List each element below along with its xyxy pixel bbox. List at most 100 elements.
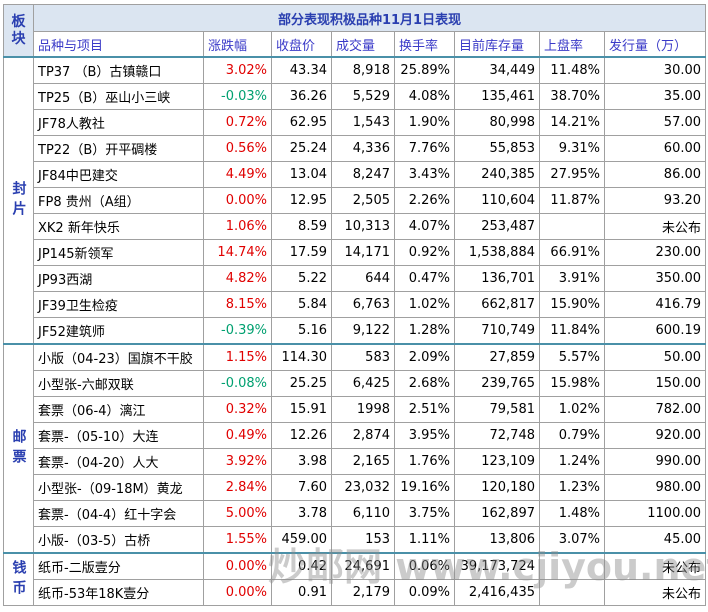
column-header: 换手率: [394, 31, 455, 58]
cell: 24,691: [331, 552, 395, 580]
cell: 15.90%: [539, 291, 605, 318]
data-row: 套票-（04-20）人大 3.92% 3.98 2,165 1.76% 123,109 1.…: [4, 448, 707, 475]
cell: 600.19: [603, 317, 707, 345]
cell: 86.00: [603, 161, 707, 188]
cell: [539, 213, 605, 240]
cell: 416.79: [603, 291, 707, 318]
cell: 0.00%: [203, 579, 272, 606]
cell: 153: [331, 526, 395, 554]
column-header: 收盘价: [271, 31, 332, 58]
cell: 0.42: [271, 552, 332, 580]
cell: -0.08%: [203, 370, 272, 397]
cell: 120,180: [454, 474, 540, 501]
cell: 43.34: [271, 56, 332, 84]
cell: 0.49%: [203, 422, 272, 449]
cell: 未公布: [603, 552, 707, 580]
cell: 8.59: [271, 213, 332, 240]
cell: 1100.00: [603, 500, 707, 527]
title-row: 板块 部分表现积极品种11月1日表现: [3, 4, 707, 58]
cell: 2,416,435: [454, 579, 540, 606]
cell: 5.16: [271, 317, 332, 345]
item-name: 小版（04-23）国旗不干胶: [33, 343, 204, 371]
cell: 55,853: [454, 135, 540, 162]
cell: 0.79%: [539, 422, 605, 449]
item-name: JF84中巴建交: [33, 161, 204, 188]
cell: 459.00: [271, 526, 332, 554]
cell: 60.00: [603, 135, 707, 162]
cell: 未公布: [603, 213, 707, 240]
cell: 14,171: [331, 239, 395, 266]
cell: 23,032: [331, 474, 395, 501]
item-name: JP93西湖: [33, 265, 204, 292]
cell: 12.26: [271, 422, 332, 449]
cell: 0.91: [271, 579, 332, 606]
item-name: JF52建筑师: [33, 317, 204, 345]
cell: 3.75%: [394, 500, 455, 527]
column-header: 目前库存量: [454, 31, 540, 58]
cell: 1.28%: [394, 317, 455, 345]
cell: 990.00: [603, 448, 707, 475]
cell: 38.70%: [539, 83, 605, 110]
cell: 4,336: [331, 135, 395, 162]
cell: 920.00: [603, 422, 707, 449]
cell: 3.07%: [539, 526, 605, 554]
cell: 7.76%: [394, 135, 455, 162]
cell: 13,806: [454, 526, 540, 554]
data-row: 钱币 纸币-二版壹分 0.00% 0.42 24,691 0.06% 39,173,724 未…: [3, 552, 707, 606]
cell: 11.84%: [539, 317, 605, 345]
data-row: TP22（B）开平碉楼 0.56% 25.24 4,336 7.76% 55,853 9.3…: [4, 135, 707, 162]
cell: 123,109: [454, 448, 540, 475]
cell: 5.57%: [539, 343, 605, 371]
cell: 1.48%: [539, 500, 605, 527]
data-row: 纸币-53年18K壹分 0.00% 0.91 2,179 0.09% 2,416,435 未…: [4, 579, 707, 606]
group-label: 钱币: [3, 552, 34, 606]
data-row: 小版-（03-5）古桥 1.55% 459.00 153 1.11% 13,806 3.07…: [4, 526, 707, 554]
cell: 1.11%: [394, 526, 455, 554]
cell: 5.84: [271, 291, 332, 318]
cell: 15.91: [271, 396, 332, 423]
data-row: TP25（B）巫山小三峡 -0.03% 36.26 5,529 4.08% 135,461…: [4, 83, 707, 110]
cell: 1,538,884: [454, 239, 540, 266]
cell: 15.98%: [539, 370, 605, 397]
cell: 10,313: [331, 213, 395, 240]
cell: 1.24%: [539, 448, 605, 475]
item-name: 套票-（04-20）人大: [33, 448, 204, 475]
data-row: JF84中巴建交 4.49% 13.04 8,247 3.43% 240,385 27.95…: [4, 161, 707, 188]
item-name: 套票-（05-10）大连: [33, 422, 204, 449]
cell: 350.00: [603, 265, 707, 292]
cell: 80,998: [454, 109, 540, 136]
cell: 230.00: [603, 239, 707, 266]
cell: 25.89%: [394, 56, 455, 84]
cell: 2,165: [331, 448, 395, 475]
cell: 35.00: [603, 83, 707, 110]
cell: [539, 552, 605, 580]
data-row: 邮票 小版（04-23）国旗不干胶 1.15% 114.30 583 2.09% 27,85…: [3, 343, 707, 554]
data-row: 套票-（04-4）红十字会 5.00% 3.78 6,110 3.75% 162,897 1…: [4, 500, 707, 527]
item-name: 纸币-53年18K壹分: [33, 579, 204, 606]
item-name: TP37 （B）古镇赣口: [33, 56, 204, 84]
cell: 39,173,724: [454, 552, 540, 580]
item-name: TP25（B）巫山小三峡: [33, 83, 204, 110]
item-name: 小版-（03-5）古桥: [33, 526, 204, 554]
cell: 79,581: [454, 396, 540, 423]
cell: 3.43%: [394, 161, 455, 188]
group-label: 邮票: [3, 343, 34, 554]
item-name: 小型张-（09-18M）黄龙: [33, 474, 204, 501]
cell: 1.90%: [394, 109, 455, 136]
cell: 5.22: [271, 265, 332, 292]
cell: 0.32%: [203, 396, 272, 423]
cell: 9.31%: [539, 135, 605, 162]
cell: 0.72%: [203, 109, 272, 136]
cell: 12.95: [271, 187, 332, 214]
cell: 0.47%: [394, 265, 455, 292]
cell: 27.95%: [539, 161, 605, 188]
cell: 1.23%: [539, 474, 605, 501]
data-row: 套票-（05-10）大连 0.49% 12.26 2,874 3.95% 72,748 0.…: [4, 422, 707, 449]
cell: 3.78: [271, 500, 332, 527]
item-name: 套票-（04-4）红十字会: [33, 500, 204, 527]
cell: 2.51%: [394, 396, 455, 423]
header-row: 品种与项目 涨跌幅 收盘价 成交量 换手率 目前库存量 上盘率 发行量（万）: [4, 31, 707, 58]
cell: 2,874: [331, 422, 395, 449]
cell: 13.04: [271, 161, 332, 188]
cell: 34,449: [454, 56, 540, 84]
